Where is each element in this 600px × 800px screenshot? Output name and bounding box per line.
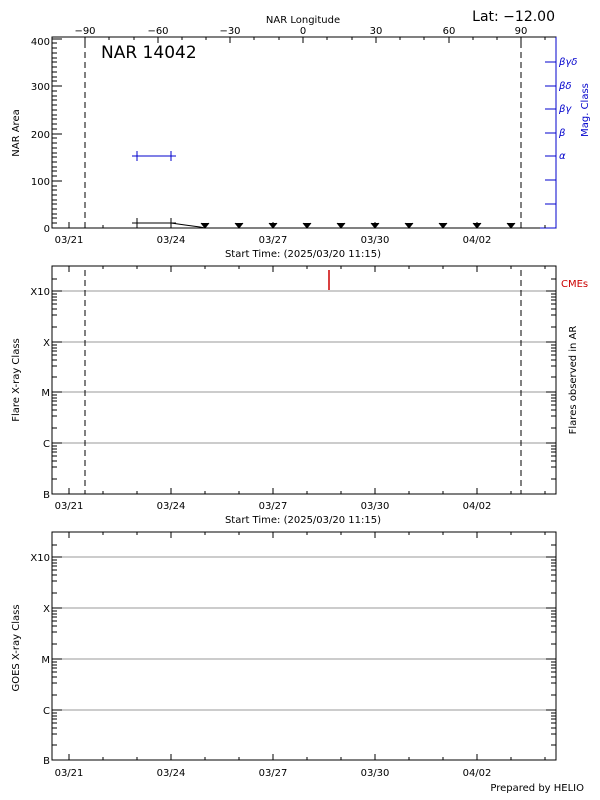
area-axis-ticks	[52, 38, 62, 229]
area-tick-label: 400	[31, 37, 50, 48]
goes-tick-label: C	[43, 706, 50, 717]
date-tick-label: 03/30	[361, 235, 390, 246]
flares-observed-axis-title: Flares observed in AR	[568, 326, 579, 435]
date-tick-label: 03/21	[55, 235, 84, 246]
date-tick-label: 03/24	[157, 768, 186, 779]
goes-axis-ticks	[52, 532, 556, 760]
panel1-frame	[51, 36, 557, 229]
date-tick-label: 04/02	[463, 768, 492, 779]
date-tick-label: 03/21	[55, 768, 84, 779]
date-tick-label: 03/27	[259, 501, 288, 512]
no-data-markers	[200, 222, 516, 229]
mag-tick-label: βγ	[558, 104, 572, 115]
flare-tick-label: X	[43, 338, 50, 349]
mag-tick-label: βδ	[558, 81, 572, 92]
goes-axis-title: GOES X-ray Class	[11, 604, 22, 691]
prepared-by-credit: Prepared by HELIO	[490, 783, 584, 794]
panel2-frame	[51, 265, 557, 495]
flare-axis-title: Flare X-ray Class	[11, 338, 22, 422]
lon-tick-label: 0	[300, 26, 306, 37]
lon-tick-label: 30	[370, 26, 383, 37]
date-tick-label: 03/24	[157, 501, 186, 512]
flare-axis-ticks	[52, 266, 556, 494]
area-tick-label: 0	[44, 224, 50, 235]
area-axis-title: NAR Area	[11, 109, 22, 156]
panel-flare-class: B C M X X10 Flare X-ray Class Flares obs…	[11, 265, 588, 526]
date-tick-label: 03/27	[259, 768, 288, 779]
lon-tick-label: 90	[515, 26, 528, 37]
area-series	[132, 218, 206, 229]
panel3-frame	[51, 531, 557, 761]
date-tick-label: 03/30	[361, 501, 390, 512]
goes-tick-label: X	[43, 604, 50, 615]
region-label: NAR 14042	[101, 43, 197, 63]
flare-tick-label: C	[43, 439, 50, 450]
mag-class-ticks	[545, 61, 556, 205]
area-tick-label: 200	[31, 130, 50, 141]
goes-tick-label: M	[41, 655, 50, 666]
lon-tick-label: 60	[443, 26, 456, 37]
date-tick-label: 03/21	[55, 501, 84, 512]
date-tick-label: 03/27	[259, 235, 288, 246]
goes-grid	[62, 556, 546, 711]
date-tick-label: 04/02	[463, 501, 492, 512]
longitude-ticks	[84, 37, 546, 43]
date-tick-label: 04/02	[463, 235, 492, 246]
flare-grid	[62, 290, 546, 444]
mag-tick-label: α	[559, 151, 566, 162]
lon-tick-label: −60	[147, 26, 168, 37]
panel1-xlabel: Start Time: (2025/03/20 11:15)	[225, 249, 381, 260]
panel-goes-xray: B C M X X10 GOES X-ray Class 03/21 03/24…	[11, 531, 557, 779]
latitude-label: Lat: −12.00	[472, 9, 555, 25]
goes-tick-label: X10	[30, 553, 50, 564]
date-tick-label: 03/30	[361, 768, 390, 779]
panel2-xlabel: Start Time: (2025/03/20 11:15)	[225, 515, 381, 526]
flare-tick-label: B	[43, 490, 50, 501]
lon-tick-label: −30	[219, 26, 240, 37]
area-tick-label: 100	[31, 177, 50, 188]
goes-tick-label: B	[43, 756, 50, 767]
longitude-axis-title: NAR Longitude	[266, 15, 340, 26]
area-tick-label: 300	[31, 82, 50, 93]
lon-tick-label: −90	[74, 26, 95, 37]
flare-tick-label: M	[41, 388, 50, 399]
cme-label: CMEs	[561, 279, 588, 290]
flare-tick-label: X10	[30, 287, 50, 298]
mag-class-series	[132, 151, 176, 161]
mag-tick-label: β	[558, 128, 566, 139]
date-tick-label: 03/24	[157, 235, 186, 246]
panel-nar-area: −90 −60 −30 0 30 60 90	[11, 26, 591, 260]
mag-tick-label: βγδ	[558, 57, 577, 68]
mag-class-axis-title: Mag. Class	[580, 83, 591, 137]
